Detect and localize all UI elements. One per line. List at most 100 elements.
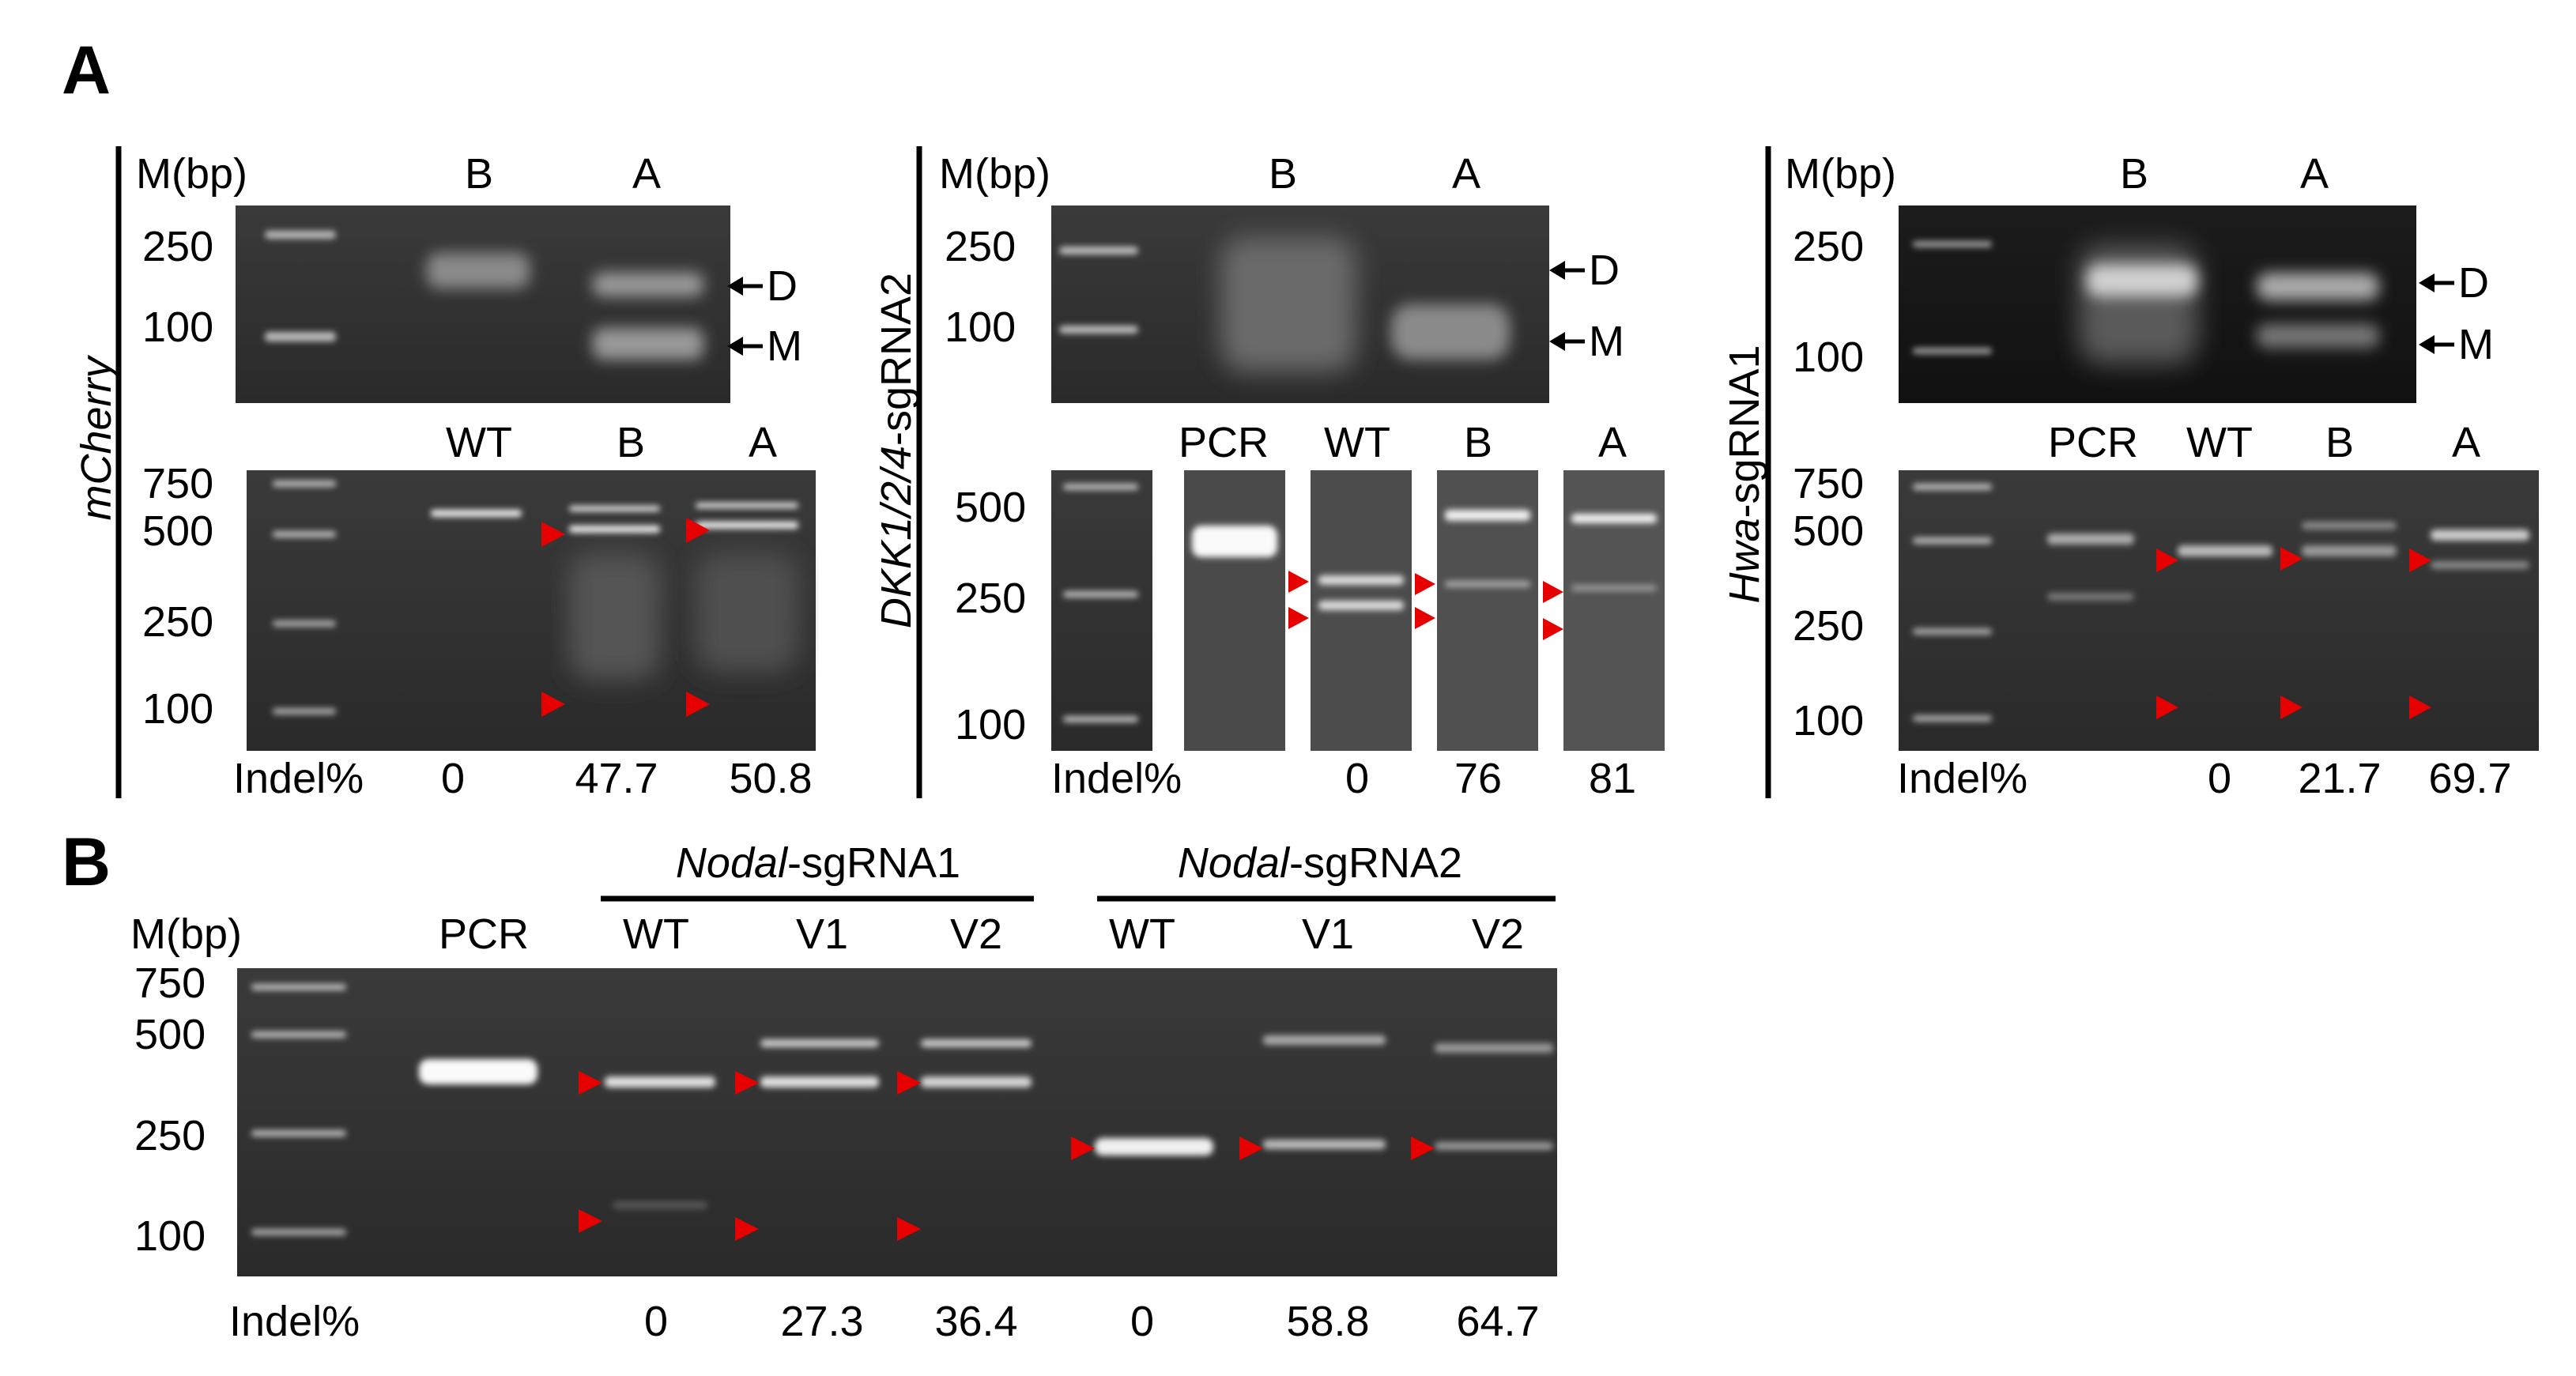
dkk-gene-plain: -sgRNA2	[873, 273, 920, 446]
mcherry-top-bands	[265, 231, 703, 360]
nodal2-lane-wt: WT	[1109, 910, 1175, 958]
mcherry-indel-b: 47.7	[575, 755, 658, 802]
nodal1-lane-v2: V2	[950, 910, 1002, 958]
mcherry-indel-label: Indel%	[233, 755, 364, 802]
hwa-bottom-marker-500: 500	[1793, 507, 1864, 555]
nodal2-gene-plain: -sgRNA2	[1289, 839, 1462, 887]
dkk-bottom-marker-500: 500	[955, 484, 1026, 531]
hwa-gene-plain: -sgRNA1	[1721, 345, 1768, 518]
mcherry-bottom-bands	[273, 481, 798, 714]
hwa-top-lane-a: A	[2300, 150, 2329, 198]
mcherry-bottom-marker-250: 250	[142, 598, 213, 646]
mcherry-bottom-lane-b: B	[617, 419, 645, 466]
mcherry-top-marker-100: 100	[142, 303, 213, 351]
hwa-arrow-d	[2419, 273, 2454, 292]
dkk-top-lane-b: B	[1269, 150, 1297, 198]
hwa-indel-wt: 0	[2208, 755, 2231, 802]
panel-b-marker-100: 100	[134, 1212, 206, 1260]
panel-b-m-label: M(bp)	[130, 910, 242, 958]
dkk-top-bands	[1059, 237, 1510, 371]
panel-b-label: B	[62, 824, 111, 900]
nodal1-title: Nodal-sgRNA1	[676, 839, 960, 887]
dkk-arrow-d-label: D	[1589, 247, 1620, 294]
dkk-indel-label: Indel%	[1051, 755, 1182, 802]
hwa-bottom-bands	[1913, 484, 2529, 722]
dkk-bottom-marker-100: 100	[955, 701, 1026, 748]
hwa-bottom-lane-b: B	[2325, 419, 2354, 466]
hwa-bottom-marker-100: 100	[1793, 697, 1864, 745]
dkk-bottom-lane-pcr: PCR	[1179, 419, 1269, 466]
hwa-panel: Hwa-sgRNA1 M(bp) B A 250 100 D M PCR WT …	[1721, 146, 2539, 802]
dkk-strip-a	[1563, 470, 1665, 751]
panel-b-marker-250: 250	[134, 1112, 206, 1159]
dkk-top-marker-250: 250	[945, 223, 1016, 270]
dkk-m-label: M(bp)	[939, 150, 1050, 198]
panel-a-label: A	[62, 32, 111, 108]
dkk-red-arrowheads	[1288, 571, 1563, 640]
dkk-bottom-lane-wt: WT	[1324, 419, 1390, 466]
mcherry-arrow-m	[727, 337, 763, 356]
mcherry-gene-label: mCherry	[73, 354, 120, 520]
hwa-gene-label: Hwa-sgRNA1	[1721, 345, 1768, 603]
panel-b-bands	[251, 984, 1553, 1235]
panel-b-red-arrowheads	[579, 1071, 1435, 1241]
hwa-arrow-m-label: M	[2458, 321, 2494, 368]
mcherry-panel: mCherry M(bp) B A 250 100 D M WT B A	[73, 146, 816, 802]
mcherry-bottom-lane-a: A	[749, 419, 777, 466]
mcherry-top-lane-b: B	[465, 150, 493, 198]
panel-b-lane-pcr: PCR	[439, 910, 529, 958]
mcherry-m-label: M(bp)	[136, 150, 247, 198]
hwa-indel-a: 69.7	[2428, 755, 2511, 802]
nodal1-indel-v1: 27.3	[780, 1298, 863, 1345]
mcherry-bottom-marker-750: 750	[142, 460, 213, 507]
dkk-arrow-m	[1549, 332, 1585, 351]
hwa-gene-italic: Hwa	[1721, 518, 1768, 604]
mcherry-top-marker-250: 250	[142, 223, 213, 270]
dkk-panel: DKK1/2/4-sgRNA2 M(bp) B A 250 100 D M PC…	[873, 146, 1665, 802]
hwa-top-bands	[1913, 241, 2379, 364]
dkk-bottom-bands	[1063, 484, 1657, 722]
mcherry-arrow-d	[727, 277, 763, 296]
mcherry-red-arrowheads	[541, 518, 710, 717]
hwa-bottom-gel	[1899, 470, 2539, 751]
mcherry-arrow-d-label: D	[767, 262, 798, 310]
dkk-top-lane-a: A	[1452, 150, 1480, 198]
hwa-arrow-m	[2419, 335, 2454, 354]
hwa-top-marker-100: 100	[1793, 334, 1864, 381]
mcherry-indel-wt: 0	[441, 755, 465, 802]
nodal2-lane-v2: V2	[1472, 910, 1524, 958]
panel-b-marker-750: 750	[134, 959, 206, 1007]
hwa-red-arrowheads	[2156, 547, 2431, 719]
mcherry-arrow-m-label: M	[767, 322, 802, 370]
mcherry-top-lane-a: A	[632, 150, 661, 198]
hwa-top-lane-b: B	[2120, 150, 2148, 198]
nodal1-gene-italic: Nodal	[676, 839, 789, 887]
nodal2-title: Nodal-sgRNA2	[1178, 839, 1462, 887]
hwa-arrow-d-label: D	[2458, 259, 2489, 307]
hwa-bottom-lane-pcr: PCR	[2048, 419, 2138, 466]
hwa-m-label: M(bp)	[1785, 150, 1896, 198]
dkk-top-marker-100: 100	[945, 303, 1016, 351]
hwa-bottom-lane-a: A	[2452, 419, 2480, 466]
dkk-strip-marker	[1051, 470, 1152, 751]
nodal2-gene-italic: Nodal	[1178, 839, 1291, 887]
hwa-bottom-marker-750: 750	[1793, 460, 1864, 507]
nodal1-indel-v2: 36.4	[934, 1298, 1017, 1345]
dkk-indel-a: 81	[1589, 755, 1636, 802]
nodal1-lane-v1: V1	[796, 910, 848, 958]
panel-b: B Nodal-sgRNA1 Nodal-sgRNA2 M(bp) PCR WT…	[62, 824, 1557, 1345]
nodal1-lane-wt: WT	[623, 910, 689, 958]
hwa-top-marker-250: 250	[1793, 223, 1864, 270]
hwa-indel-label: Indel%	[1897, 755, 2027, 802]
nodal1-gene-plain: -sgRNA1	[787, 839, 960, 887]
hwa-bottom-marker-250: 250	[1793, 602, 1864, 650]
dkk-indel-wt: 0	[1345, 755, 1369, 802]
nodal2-indel-wt: 0	[1130, 1298, 1154, 1345]
dkk-indel-b: 76	[1454, 755, 1502, 802]
nodal2-indel-v1: 58.8	[1286, 1298, 1369, 1345]
hwa-bottom-lane-wt: WT	[2186, 419, 2253, 466]
mcherry-bottom-marker-100: 100	[142, 685, 213, 733]
dkk-arrow-m-label: M	[1589, 318, 1624, 365]
dkk-bottom-lane-a: A	[1598, 419, 1627, 466]
